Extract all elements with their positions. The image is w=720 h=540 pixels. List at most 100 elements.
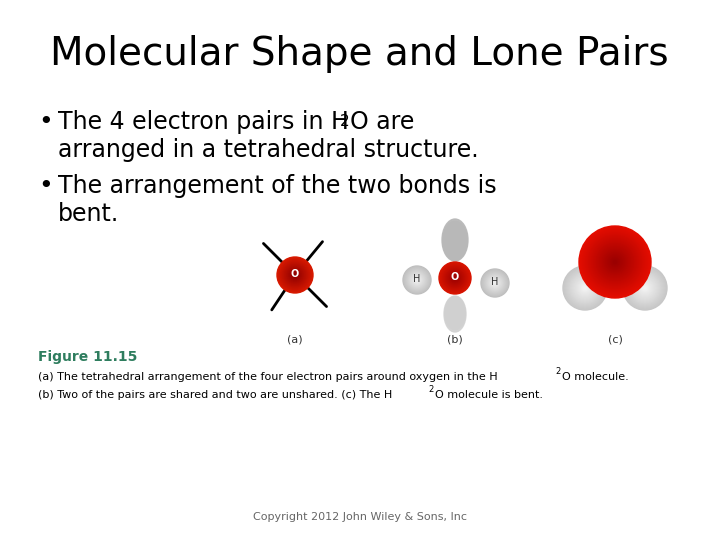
Text: bent.: bent. [58, 202, 120, 226]
Ellipse shape [444, 223, 467, 260]
Circle shape [572, 275, 598, 301]
Circle shape [644, 287, 646, 289]
Circle shape [450, 273, 460, 283]
Circle shape [445, 268, 465, 288]
Circle shape [591, 238, 639, 286]
Circle shape [592, 239, 638, 285]
Circle shape [290, 271, 300, 280]
Circle shape [613, 260, 617, 264]
Ellipse shape [452, 244, 458, 252]
Circle shape [277, 257, 313, 293]
Circle shape [569, 272, 601, 304]
Circle shape [571, 274, 599, 302]
Circle shape [403, 266, 431, 294]
Circle shape [583, 286, 587, 290]
Circle shape [584, 231, 646, 293]
Circle shape [293, 273, 297, 277]
Circle shape [491, 279, 499, 287]
Ellipse shape [454, 248, 456, 251]
Circle shape [448, 271, 462, 285]
Circle shape [282, 261, 308, 288]
Circle shape [633, 276, 657, 300]
Circle shape [625, 268, 665, 308]
Ellipse shape [451, 302, 459, 315]
Circle shape [285, 265, 305, 285]
Circle shape [409, 272, 425, 288]
Circle shape [284, 264, 306, 286]
Circle shape [441, 264, 469, 292]
Text: •: • [38, 174, 53, 198]
Circle shape [492, 280, 498, 286]
Circle shape [493, 281, 497, 285]
Circle shape [627, 270, 663, 306]
Circle shape [289, 269, 300, 280]
Ellipse shape [442, 219, 468, 261]
Circle shape [289, 269, 301, 281]
Circle shape [566, 269, 604, 307]
Ellipse shape [445, 297, 465, 330]
Circle shape [440, 263, 470, 293]
Circle shape [447, 270, 463, 286]
Ellipse shape [451, 242, 459, 253]
Circle shape [596, 243, 634, 281]
Circle shape [636, 279, 654, 297]
Circle shape [404, 267, 430, 293]
Circle shape [581, 228, 649, 296]
Circle shape [283, 264, 307, 287]
Ellipse shape [450, 238, 460, 254]
Circle shape [413, 276, 421, 284]
Text: 2: 2 [340, 114, 350, 129]
Circle shape [586, 233, 644, 291]
Circle shape [414, 277, 420, 283]
Circle shape [581, 284, 589, 292]
Text: The 4 electron pairs in H: The 4 electron pairs in H [58, 110, 349, 134]
Ellipse shape [452, 303, 458, 313]
Circle shape [454, 277, 456, 279]
Circle shape [482, 270, 508, 296]
Circle shape [575, 278, 595, 298]
Text: O: O [291, 269, 299, 279]
Circle shape [488, 276, 502, 290]
Circle shape [439, 262, 471, 294]
Circle shape [589, 236, 641, 288]
Circle shape [490, 278, 500, 288]
Circle shape [411, 274, 423, 286]
Text: arranged in a tetrahedral structure.: arranged in a tetrahedral structure. [58, 138, 479, 162]
Text: (c): (c) [608, 335, 622, 345]
Circle shape [580, 283, 590, 293]
Circle shape [408, 271, 426, 289]
Circle shape [629, 272, 661, 304]
Circle shape [634, 277, 656, 299]
Circle shape [642, 285, 648, 291]
Circle shape [594, 241, 636, 283]
Ellipse shape [451, 240, 459, 254]
Circle shape [576, 279, 594, 297]
Circle shape [407, 270, 427, 290]
Text: (b): (b) [447, 335, 463, 345]
Circle shape [485, 273, 505, 293]
Circle shape [570, 273, 600, 303]
Ellipse shape [448, 299, 462, 323]
Circle shape [640, 283, 650, 293]
Circle shape [416, 279, 418, 281]
Text: 2: 2 [555, 367, 560, 376]
Circle shape [410, 273, 424, 287]
Circle shape [587, 234, 643, 290]
Circle shape [632, 275, 658, 301]
Circle shape [483, 271, 507, 295]
Circle shape [449, 272, 461, 284]
Circle shape [611, 258, 619, 266]
Circle shape [567, 270, 603, 306]
Ellipse shape [447, 232, 463, 256]
Text: (a): (a) [287, 335, 303, 345]
Circle shape [282, 262, 307, 288]
Circle shape [643, 286, 647, 290]
Circle shape [604, 251, 626, 273]
Text: 2: 2 [428, 385, 433, 394]
Circle shape [412, 275, 422, 285]
Circle shape [624, 267, 666, 309]
Circle shape [593, 240, 637, 284]
Ellipse shape [449, 301, 461, 319]
Text: (a) The tetrahedral arrangement of the four electron pairs around oxygen in the : (a) The tetrahedral arrangement of the f… [38, 372, 498, 382]
Ellipse shape [446, 230, 464, 258]
